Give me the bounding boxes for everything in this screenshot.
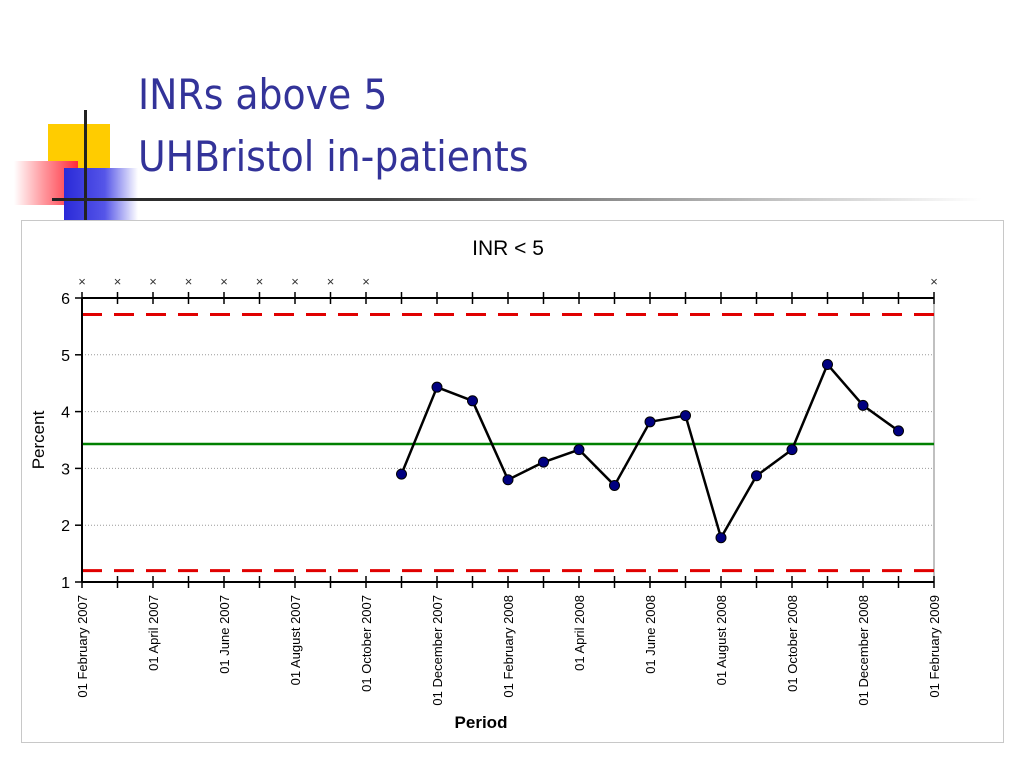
chart-title: INR < 5 [472,237,544,260]
top-x-marker: × [362,274,370,289]
y-tick-label: 6 [61,291,70,308]
top-x-marker: × [930,274,938,289]
data-point [467,395,478,407]
title-underline-rule [52,198,982,201]
chart-frame: INR < 5 1 2 3 4 5 6 01 February 2007 01 April 20… [21,220,1004,743]
y-tick-label: 1 [61,575,70,592]
top-x-marker: × [185,274,193,289]
data-point [751,470,762,482]
data-point [609,479,620,491]
x-tick-label: 01 February 2007 [75,595,90,698]
x-tick-label: 01 August 2007 [288,595,303,685]
data-point [396,468,407,480]
data-point [431,381,443,393]
x-tick-label: 01 June 2008 [643,595,658,674]
top-x-marker: × [256,274,264,289]
x-tick-label: 01 December 2007 [430,595,445,706]
slide-title-line-1: INRs above 5 [138,70,388,119]
slide-title-line-2: UHBristol in-patients [138,132,529,181]
top-x-marker: × [220,274,228,289]
y-tick-label: 3 [61,461,70,478]
data-point [644,416,656,428]
top-x-marker: × [114,274,122,289]
x-axis-title: Period [455,713,508,732]
data-point [715,532,727,544]
slide-title: INRs above 5 UHBristol in-patients [138,64,529,188]
x-tick-label: 01 April 2007 [146,595,161,671]
top-x-marker: × [149,274,157,289]
decor-blue-square [64,168,138,220]
x-tick-label: 01 February 2009 [927,595,942,698]
plot-border [81,297,935,583]
top-x-marker: × [78,274,86,289]
y-tick-label: 2 [61,518,70,535]
decor-vertical-line [84,110,87,222]
top-x-marker: × [291,274,299,289]
top-x-marker: × [327,274,335,289]
inr-chart: INR < 5 1 2 3 4 5 6 01 February 2007 01 April 20… [29,237,942,732]
x-tick-label: 01 October 2007 [359,595,374,692]
x-tick-label: 01 April 2008 [572,595,587,671]
x-tick-label: 01 June 2007 [217,595,232,674]
series-line [400,363,900,539]
x-tick-label: 01 October 2008 [785,595,800,692]
data-point [857,399,869,411]
y-tick-label: 5 [61,348,70,365]
y-axis-title: Percent [29,410,48,469]
data-point [573,444,585,456]
x-tick-label: 01 August 2008 [714,595,729,685]
data-point [538,456,549,468]
data-point [502,474,514,486]
data-point [680,410,691,422]
x-tick-label: 01 December 2008 [856,595,871,706]
x-tick-label: 01 February 2008 [501,595,516,698]
data-point [786,444,798,456]
data-point [822,358,833,370]
y-tick-label: 4 [61,405,70,422]
data-point [893,425,904,437]
